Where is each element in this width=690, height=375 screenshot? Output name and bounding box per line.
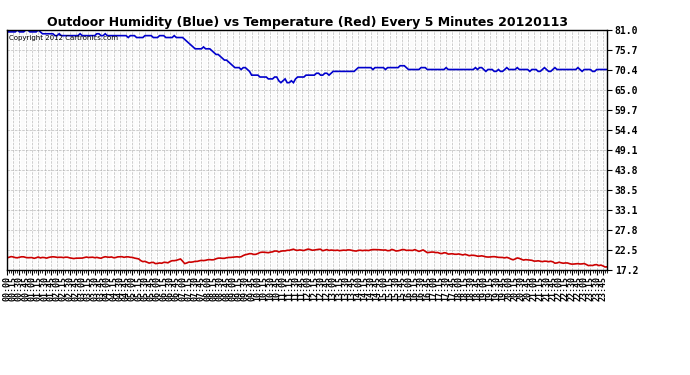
Title: Outdoor Humidity (Blue) vs Temperature (Red) Every 5 Minutes 20120113: Outdoor Humidity (Blue) vs Temperature (… <box>46 16 568 29</box>
Text: Copyright 2012 Cartronics.com: Copyright 2012 Cartronics.com <box>9 35 118 41</box>
